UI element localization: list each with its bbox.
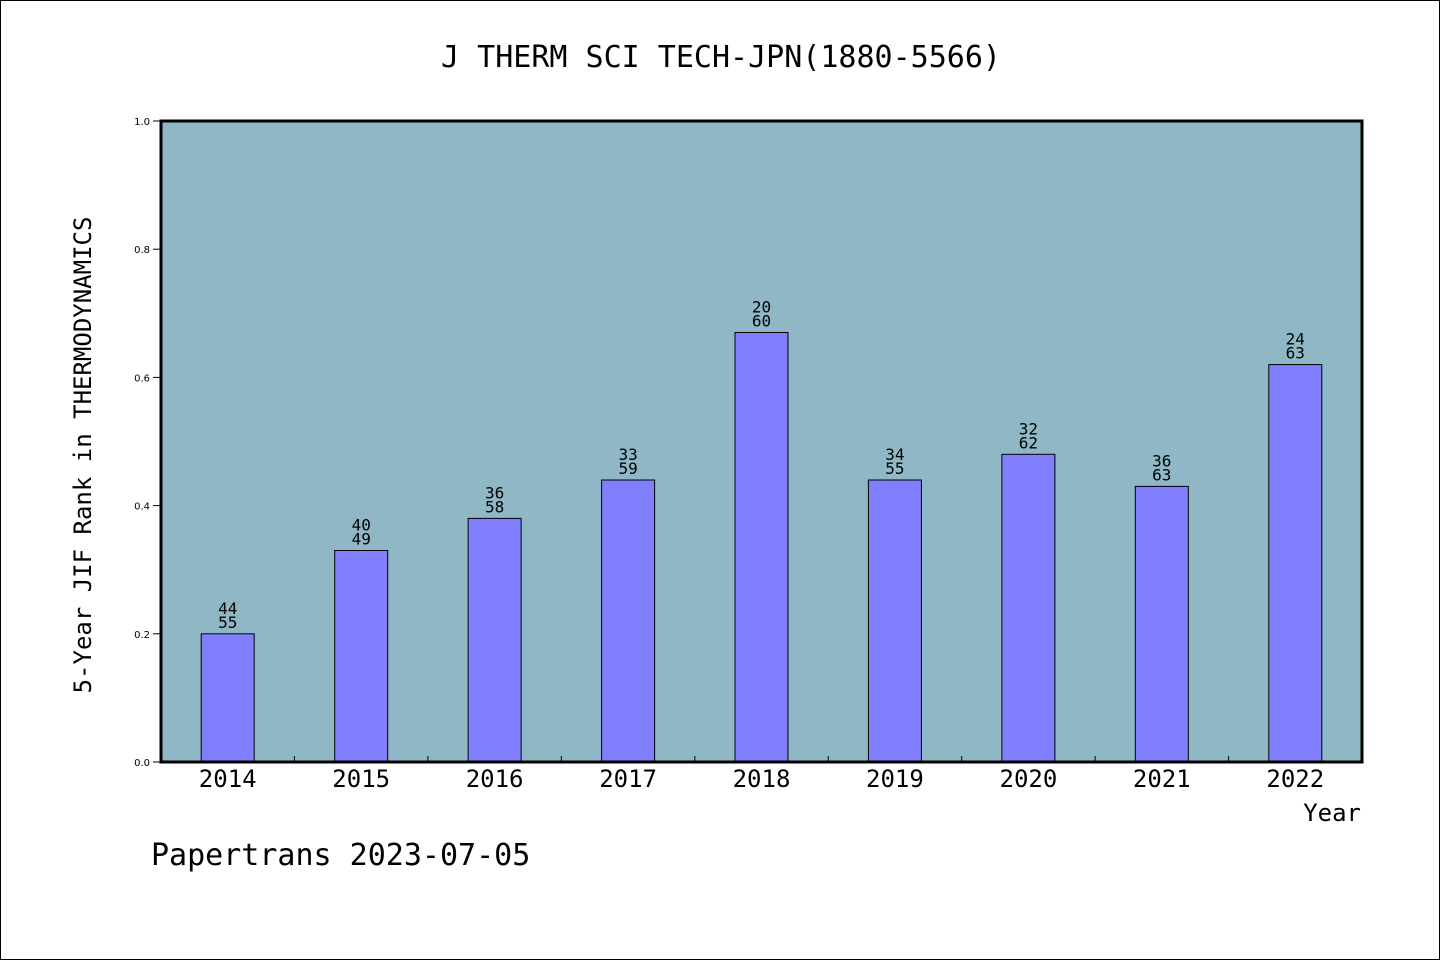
y-axis: 0.0 0.2 0.4 0.6 0.8 1.0 — [134, 117, 161, 769]
y-tick-label-0.2: 0.2 — [134, 630, 150, 641]
bar-label-2016-rank: 36 — [485, 483, 504, 502]
bar-label-2017-rank: 33 — [618, 445, 637, 464]
bar-label-2015-rank: 40 — [352, 516, 371, 535]
x-tick-label-2018: 2018 — [733, 765, 791, 793]
bar-2022 — [1268, 364, 1323, 763]
bar-2015 — [334, 550, 389, 763]
x-tick-label-2021: 2021 — [1133, 765, 1191, 793]
bar-label-2020-total: 62 — [1019, 433, 1038, 452]
bar-2019 — [867, 479, 922, 763]
bar-label-2015-total: 49 — [352, 530, 371, 549]
bar-label-2021-rank: 36 — [1152, 451, 1171, 470]
y-axis-label: 5-Year JIF Rank in THERMODYNAMICS — [69, 217, 97, 694]
bar-2014 — [200, 633, 255, 763]
bar-label-2014-total: 55 — [218, 613, 237, 632]
bar-label-2017-total: 59 — [618, 459, 637, 478]
bar-label-2019-rank: 34 — [885, 445, 904, 464]
y-tick-label-0.4: 0.4 — [134, 502, 150, 513]
footer-credit: Papertrans 2023-07-05 — [151, 838, 530, 873]
x-axis-label: Year — [1303, 799, 1361, 827]
x-axis: 2014 2015 2016 2017 2018 2019 2020 2021 2022 — [199, 756, 1324, 793]
chart-title: J THERM SCI TECH-JPN(1880-5566) — [441, 40, 1001, 75]
bar-2016 — [467, 517, 522, 763]
x-tick-label-2014: 2014 — [199, 765, 257, 793]
bar-2020 — [1001, 453, 1056, 763]
bar-2017 — [601, 479, 656, 763]
bar-label-2018-total: 60 — [752, 312, 771, 331]
bar-label-2019-total: 55 — [885, 459, 904, 478]
bar-label-2016-total: 58 — [485, 497, 504, 516]
bars-layer — [200, 332, 1323, 763]
plot-border — [159, 119, 1364, 764]
x-tick-label-2020: 2020 — [1000, 765, 1058, 793]
bar-label-2021-total: 63 — [1152, 465, 1171, 484]
bar-label-2022-rank: 24 — [1286, 330, 1305, 349]
y-tick-label-0.0: 0.0 — [134, 758, 150, 769]
x-tick-label-2017: 2017 — [599, 765, 657, 793]
y-tick-label-0.8: 0.8 — [134, 245, 150, 256]
x-tick-label-2015: 2015 — [332, 765, 390, 793]
y-tick-label-1.0: 1.0 — [134, 117, 150, 128]
bar-label-2022-total: 63 — [1286, 344, 1305, 363]
x-tick-label-2022: 2022 — [1266, 765, 1324, 793]
bar-label-2020-rank: 32 — [1019, 419, 1038, 438]
bar-2021 — [1134, 485, 1189, 763]
x-tick-label-2016: 2016 — [466, 765, 524, 793]
y-tick-label-0.6: 0.6 — [134, 373, 150, 384]
bar-label-2018-rank: 20 — [752, 298, 771, 317]
x-tick-label-2019: 2019 — [866, 765, 924, 793]
bar-label-2014-rank: 44 — [218, 599, 237, 618]
bar-2018 — [734, 332, 789, 763]
